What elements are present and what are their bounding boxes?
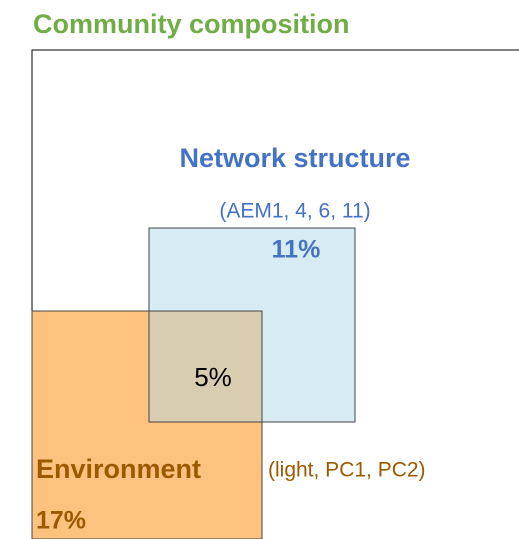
- network-share: 11%: [272, 236, 321, 264]
- shared-share: 5%: [194, 362, 232, 392]
- network-detail: (AEM1, 4, 6, 11): [219, 200, 370, 223]
- environment-label: Environment: [36, 454, 201, 484]
- environment-share: 17%: [36, 507, 86, 535]
- title: Community composition: [33, 9, 350, 39]
- network-label: Network structure: [179, 143, 410, 173]
- environment-detail: (light, PC1, PC2): [268, 459, 426, 482]
- overlap-box: [148, 310, 263, 423]
